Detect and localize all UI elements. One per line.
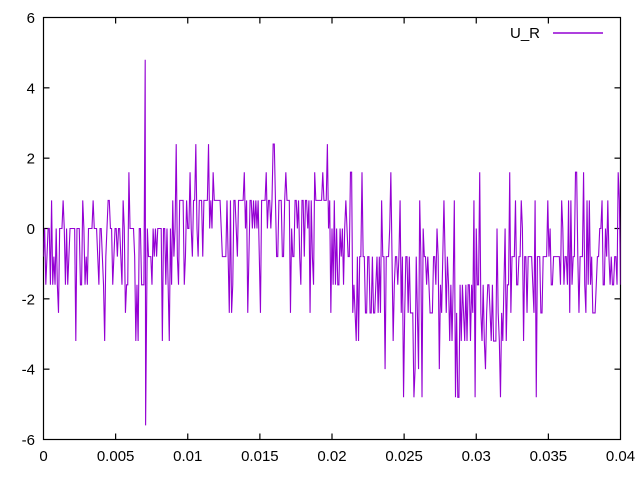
x-tick-label: 0.025	[385, 448, 423, 465]
x-tick-label: 0.03	[462, 448, 491, 465]
x-tick-label: 0.02	[317, 448, 346, 465]
y-tick-label: -4	[22, 362, 35, 379]
legend-label-u-r: U_R	[510, 25, 540, 42]
y-tick-label: -2	[22, 291, 35, 308]
x-tick-label: 0.015	[241, 448, 279, 465]
y-tick-label: 6	[27, 10, 35, 27]
x-tick-label: 0.01	[173, 448, 202, 465]
y-tick-label: 2	[27, 151, 35, 168]
x-tick-label: 0.005	[97, 448, 135, 465]
series-clip-group	[43, 59, 621, 426]
data-series-group	[43, 59, 621, 426]
series-line-u-r	[43, 59, 621, 426]
y-tick-label: -6	[22, 432, 35, 449]
x-tick-label: 0.04	[606, 448, 635, 465]
x-tick-label: 0.035	[530, 448, 568, 465]
chart-legend: U_R	[510, 25, 603, 42]
y-tick-label: 0	[27, 221, 35, 238]
x-axis-tick-labels: 0 0.005 0.01 0.015 0.02 0.025 0.03 0.035 0.04	[39, 448, 635, 465]
x-tick-label: 0	[39, 448, 47, 465]
y-tick-label: 4	[27, 80, 35, 97]
y-axis-tick-labels: -6 -4 -2 0 2 4 6	[22, 10, 35, 449]
plot-border	[42, 16, 622, 441]
